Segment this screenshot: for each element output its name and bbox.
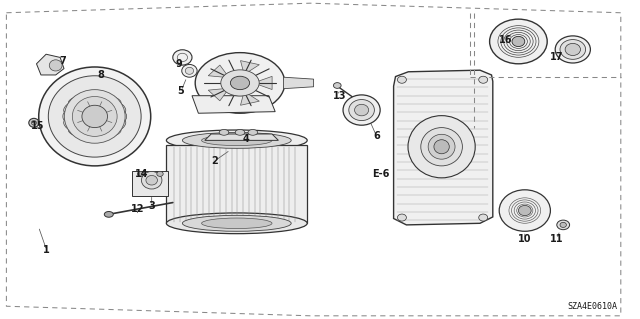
Ellipse shape	[104, 211, 113, 217]
Ellipse shape	[78, 93, 111, 102]
Ellipse shape	[31, 121, 36, 125]
Ellipse shape	[221, 70, 259, 96]
Ellipse shape	[91, 127, 121, 139]
Ellipse shape	[91, 94, 121, 106]
Polygon shape	[192, 96, 275, 113]
Polygon shape	[36, 54, 64, 75]
Ellipse shape	[397, 214, 406, 221]
Ellipse shape	[479, 76, 488, 83]
Ellipse shape	[202, 135, 272, 145]
Polygon shape	[208, 65, 229, 78]
Text: 14: 14	[135, 169, 149, 179]
Ellipse shape	[499, 190, 550, 231]
Ellipse shape	[490, 19, 547, 64]
Ellipse shape	[102, 118, 126, 134]
Ellipse shape	[63, 108, 82, 125]
Ellipse shape	[49, 76, 141, 157]
Text: 4: 4	[243, 134, 250, 144]
Ellipse shape	[421, 128, 463, 166]
Polygon shape	[205, 134, 278, 140]
Ellipse shape	[38, 67, 151, 166]
Ellipse shape	[49, 60, 62, 71]
Ellipse shape	[236, 130, 245, 135]
Ellipse shape	[397, 76, 406, 83]
Ellipse shape	[333, 83, 341, 88]
Polygon shape	[208, 88, 229, 101]
Ellipse shape	[157, 171, 163, 176]
Ellipse shape	[186, 67, 194, 74]
Text: 8: 8	[97, 70, 104, 80]
Ellipse shape	[557, 220, 570, 230]
Polygon shape	[241, 61, 259, 74]
Text: 11: 11	[550, 234, 564, 244]
Text: 1: 1	[44, 245, 50, 256]
Ellipse shape	[78, 131, 111, 140]
Polygon shape	[166, 145, 307, 223]
Text: 6: 6	[373, 130, 380, 141]
Text: 10: 10	[518, 234, 532, 244]
Ellipse shape	[248, 130, 258, 135]
Ellipse shape	[82, 105, 108, 128]
Ellipse shape	[29, 118, 39, 127]
Ellipse shape	[408, 116, 476, 178]
Ellipse shape	[343, 95, 380, 125]
Ellipse shape	[63, 118, 87, 134]
Ellipse shape	[141, 172, 162, 189]
Polygon shape	[284, 77, 314, 89]
Text: 15: 15	[31, 121, 45, 131]
Ellipse shape	[68, 127, 99, 139]
Text: 9: 9	[176, 59, 182, 69]
Ellipse shape	[565, 43, 580, 56]
Ellipse shape	[166, 213, 307, 234]
Ellipse shape	[219, 130, 229, 135]
Polygon shape	[132, 171, 168, 196]
Text: 17: 17	[550, 52, 564, 63]
Polygon shape	[253, 76, 272, 90]
Text: 2: 2	[211, 156, 218, 166]
Ellipse shape	[63, 99, 87, 115]
Ellipse shape	[182, 132, 291, 148]
Text: 5: 5	[178, 86, 184, 96]
Ellipse shape	[102, 99, 126, 115]
Ellipse shape	[182, 215, 291, 231]
Ellipse shape	[518, 205, 531, 216]
Ellipse shape	[479, 214, 488, 221]
Polygon shape	[394, 70, 493, 225]
Text: SZA4E0610A: SZA4E0610A	[568, 302, 618, 311]
Text: 13: 13	[332, 91, 346, 101]
Ellipse shape	[166, 130, 307, 151]
Ellipse shape	[195, 53, 285, 113]
Text: 16: 16	[499, 35, 513, 45]
Ellipse shape	[108, 108, 127, 125]
Ellipse shape	[146, 175, 157, 185]
Ellipse shape	[202, 218, 272, 228]
Ellipse shape	[434, 140, 449, 154]
Ellipse shape	[560, 40, 586, 59]
Text: 7: 7	[60, 56, 66, 66]
Text: E-6: E-6	[372, 169, 390, 179]
Ellipse shape	[512, 36, 525, 47]
Ellipse shape	[355, 104, 369, 116]
Ellipse shape	[64, 90, 125, 143]
Polygon shape	[241, 92, 259, 105]
Ellipse shape	[349, 100, 374, 121]
Ellipse shape	[173, 50, 192, 65]
Ellipse shape	[68, 94, 99, 106]
Text: 3: 3	[148, 201, 155, 211]
Ellipse shape	[72, 96, 117, 137]
Ellipse shape	[230, 76, 250, 90]
Ellipse shape	[182, 64, 197, 77]
Ellipse shape	[428, 134, 455, 159]
Text: 12: 12	[131, 204, 145, 214]
Ellipse shape	[138, 171, 144, 176]
Ellipse shape	[555, 36, 590, 63]
Ellipse shape	[560, 222, 566, 227]
